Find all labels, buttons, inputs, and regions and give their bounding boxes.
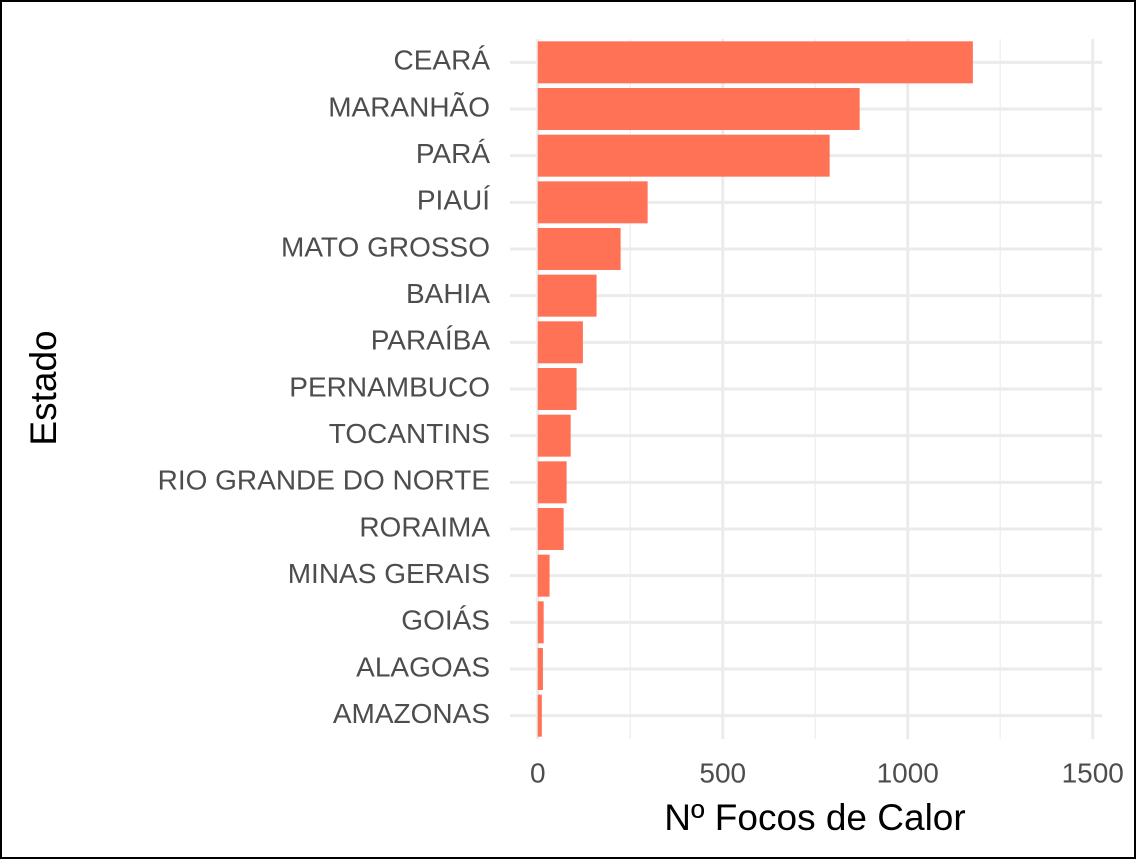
y-axis-title: Estado (23, 330, 64, 445)
y-tick-label: MARANHÃO (328, 91, 490, 122)
bar (537, 321, 583, 364)
x-tick-label: 0 (530, 757, 546, 788)
y-tick-label: MATO GROSSO (281, 231, 490, 262)
bar (537, 134, 830, 177)
y-tick-label: PERNAMBUCO (289, 371, 490, 402)
y-tick-label: RIO GRANDE DO NORTE (158, 465, 490, 496)
y-tick-label: BAHIA (406, 278, 490, 309)
bar (537, 648, 543, 690)
y-tick-label: PARÁ (416, 138, 490, 169)
y-tick-label: AMAZONAS (333, 698, 490, 729)
bar (537, 508, 564, 550)
y-tick-label: ALAGOAS (356, 651, 490, 682)
bar (537, 601, 544, 644)
y-tick-label: TOCANTINS (329, 418, 490, 449)
y-tick-label: PARAÍBA (371, 325, 491, 356)
bar (537, 41, 973, 84)
x-tick-label: 1500 (1062, 757, 1124, 788)
y-tick-label: RORAIMA (359, 511, 490, 542)
bar (537, 274, 597, 317)
bar (537, 414, 571, 457)
bar (537, 694, 542, 737)
y-tick-label: GOIÁS (401, 605, 490, 636)
bar (537, 181, 648, 224)
bar (537, 461, 567, 504)
y-tick-label: CEARÁ (394, 45, 491, 76)
y-tick-label: MINAS GERAIS (288, 558, 490, 589)
bar (537, 228, 621, 270)
x-tick-label: 500 (699, 757, 746, 788)
y-tick-label: PIAUÍ (417, 185, 490, 216)
bar (537, 368, 577, 410)
bar (537, 554, 550, 597)
x-tick-label: 1000 (877, 757, 939, 788)
bar (537, 88, 860, 130)
x-axis-title: Nº Focos de Calor (664, 797, 965, 838)
